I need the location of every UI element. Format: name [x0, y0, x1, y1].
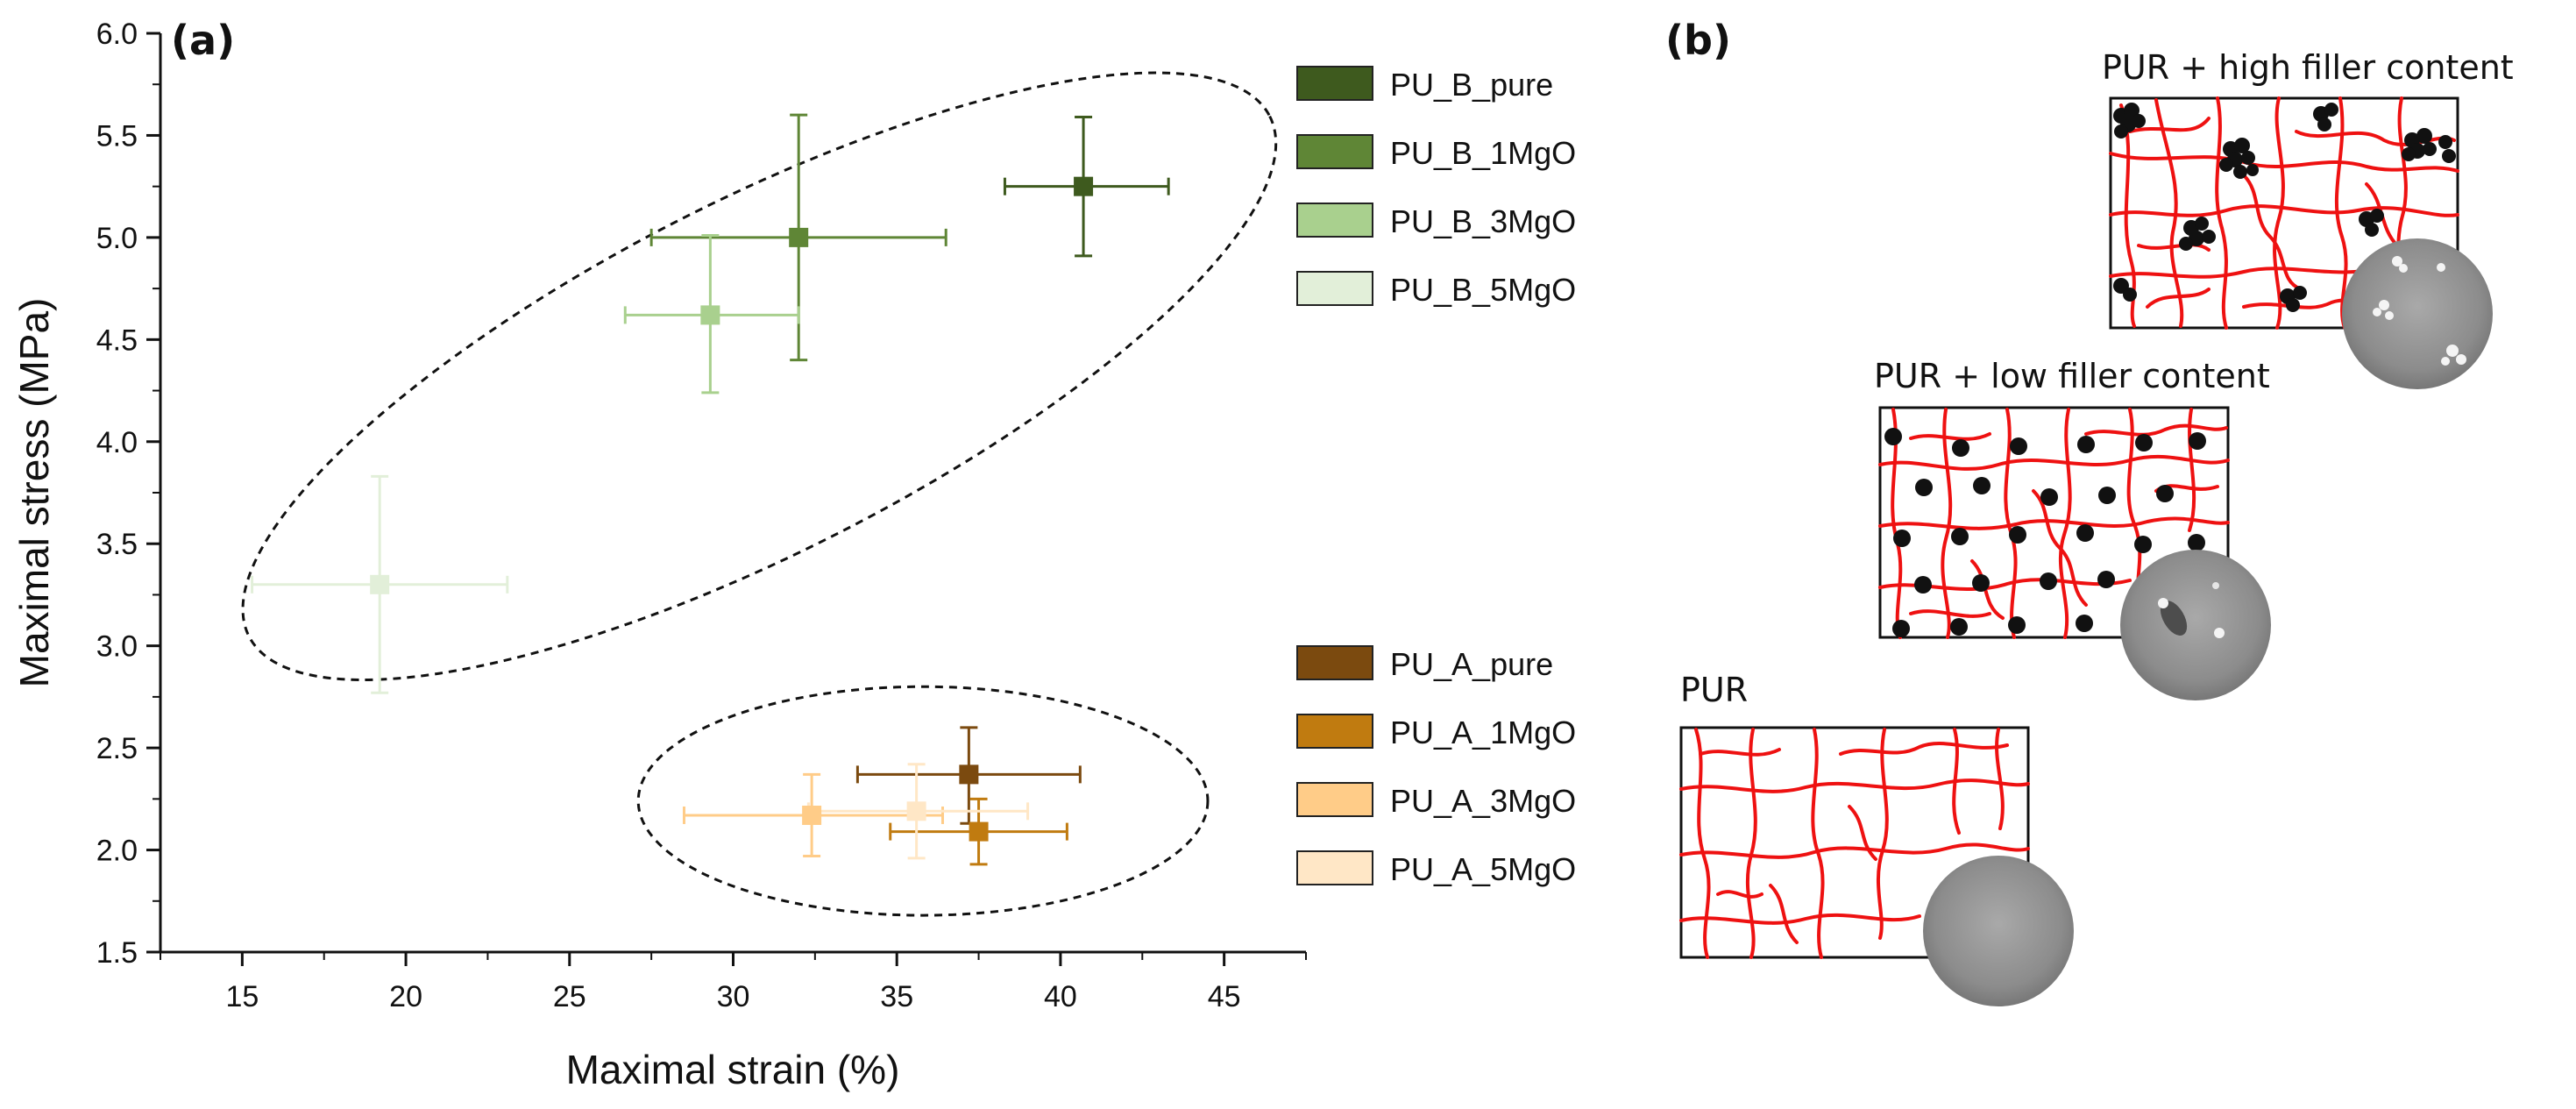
- legend-swatch-PU_A_1MgO: [1296, 714, 1373, 749]
- filler-particle: [1972, 574, 1990, 592]
- y-tick-label: 5.5: [96, 119, 138, 153]
- y-tick-label: 3.5: [96, 528, 138, 561]
- filler-particle: [1973, 477, 1991, 494]
- y-tick-label: 3.0: [96, 630, 138, 664]
- legend-label: PU_A_5MgO: [1390, 851, 1576, 887]
- legend-swatch-PU_B_1MgO: [1296, 134, 1373, 169]
- schematic-b: (b) PUR + high filler content: [1665, 17, 2514, 1006]
- filler-particle: [1952, 439, 1969, 457]
- sem-particles-low: [2158, 582, 2225, 638]
- filler-particle: [2156, 485, 2174, 502]
- filler-particle: [1950, 618, 1968, 636]
- filler-particle: [2076, 524, 2094, 542]
- legend-swatch-PU_B_pure: [1296, 66, 1373, 101]
- legend-swatch-PU_A_5MgO: [1296, 850, 1373, 885]
- legend-swatch-PU_A_pure: [1296, 645, 1373, 680]
- panel-b-letter: b: [1684, 17, 1713, 64]
- panel-a-close: ): [216, 17, 235, 64]
- label-pure: PUR: [1680, 671, 1748, 709]
- y-tick-label: 4.5: [96, 323, 138, 357]
- label-low-filler: PUR + low filler content: [1874, 357, 2270, 395]
- filler-particle: [2097, 571, 2115, 588]
- panel-b-close: ): [1713, 17, 1731, 64]
- point-PU_B_pure: [1074, 176, 1094, 196]
- filler-particle: [2077, 436, 2095, 453]
- sem-image-low: [2120, 550, 2271, 700]
- group-ellipse: [241, 71, 1278, 681]
- legend-label: PU_A_1MgO: [1390, 714, 1576, 750]
- legend-label: PU_A_pure: [1390, 646, 1553, 682]
- x-tick-label: 40: [1044, 980, 1077, 1013]
- filler-particle: [2188, 534, 2205, 551]
- legend-swatch-PU_B_5MgO: [1296, 271, 1373, 306]
- x-tick-label: 20: [389, 980, 422, 1013]
- sem-image-high: [2342, 238, 2493, 389]
- x-tick-label: 35: [880, 980, 913, 1013]
- x-tick-label: 25: [553, 980, 586, 1013]
- network-pure: [1679, 728, 2030, 959]
- point-PU_A_3MgO: [802, 805, 822, 825]
- filler-particle: [2098, 487, 2116, 504]
- filler-particle: [2040, 572, 2057, 590]
- legend-label: PU_A_3MgO: [1390, 783, 1576, 819]
- filler-particle: [1915, 479, 1933, 496]
- legend: PU_B_pure PU_B_1MgO PU_B_3MgO PU_B_5MgO PU_A…: [1296, 66, 1576, 887]
- filler-particle: [1914, 576, 1932, 594]
- x-tick-label: 15: [225, 980, 259, 1013]
- x-ticks: 15 20 25 30 35 40 45: [160, 952, 1307, 1013]
- sem-image-pure: [1923, 856, 2074, 1006]
- filler-particle: [2010, 437, 2027, 455]
- group-ellipse: [636, 685, 1210, 917]
- filler-particle: [1884, 428, 1902, 445]
- y-tick-label: 6.0: [96, 18, 138, 51]
- legend-label: PU_B_5MgO: [1390, 272, 1576, 308]
- filler-particle: [2009, 526, 2026, 544]
- filler-particle: [2134, 536, 2152, 553]
- legend-label: PU_B_1MgO: [1390, 135, 1576, 171]
- panel-label-a: (a): [171, 17, 235, 64]
- filler-particle: [2189, 432, 2206, 450]
- legend-label: PU_B_3MgO: [1390, 203, 1576, 239]
- panel-a-open: (: [171, 17, 189, 64]
- x-tick-label: 45: [1208, 980, 1241, 1013]
- group-ellipses: [241, 71, 1278, 917]
- y-tick-label: 1.5: [96, 936, 138, 970]
- filler-clusters-high: [2113, 103, 2456, 312]
- point-PU_B_5MgO: [370, 574, 390, 594]
- point-PU_B_1MgO: [789, 227, 809, 247]
- point-PU_B_3MgO: [700, 305, 720, 325]
- label-high-filler: PUR + high filler content: [2102, 48, 2514, 87]
- point-PU_A_1MgO: [969, 821, 989, 842]
- panel-b-open: (: [1665, 17, 1684, 64]
- legend-swatch-PU_B_3MgO: [1296, 203, 1373, 238]
- chart-a: (a) 15 20 25 30 35 40 45 1.5 2.0 2.5 3.0 3.5 4.0 4.5…: [11, 17, 1576, 1092]
- filler-particle: [2040, 488, 2058, 506]
- filler-particle: [1893, 530, 1911, 547]
- data-points: [370, 176, 1094, 842]
- point-PU_A_pure: [959, 764, 979, 785]
- x-axis-label: Maximal strain (%): [566, 1047, 900, 1092]
- legend-swatch-PU_A_3MgO: [1296, 782, 1373, 817]
- point-PU_A_5MgO: [906, 801, 926, 821]
- y-tick-label: 4.0: [96, 426, 138, 459]
- panel-a-letter: a: [189, 17, 216, 64]
- y-tick-label: 2.0: [96, 835, 138, 868]
- y-ticks: 1.5 2.0 2.5 3.0 3.5 4.0 4.5 5.0 5.5 6.0: [96, 18, 160, 970]
- filler-particle: [2008, 616, 2026, 634]
- error-bars: [251, 113, 1170, 866]
- y-axis-label: Maximal stress (MPa): [11, 298, 57, 688]
- x-tick-label: 30: [717, 980, 750, 1013]
- panel-label-b: (b): [1665, 17, 1731, 64]
- filler-particle: [2135, 434, 2153, 451]
- legend-label: PU_B_pure: [1390, 67, 1553, 103]
- filler-particle: [2076, 615, 2093, 632]
- y-tick-label: 2.5: [96, 732, 138, 765]
- sem-agglomerates-high: [2373, 256, 2466, 366]
- y-tick-label: 5.0: [96, 222, 138, 255]
- filler-particle: [1951, 528, 1969, 545]
- filler-particle: [1892, 620, 1910, 637]
